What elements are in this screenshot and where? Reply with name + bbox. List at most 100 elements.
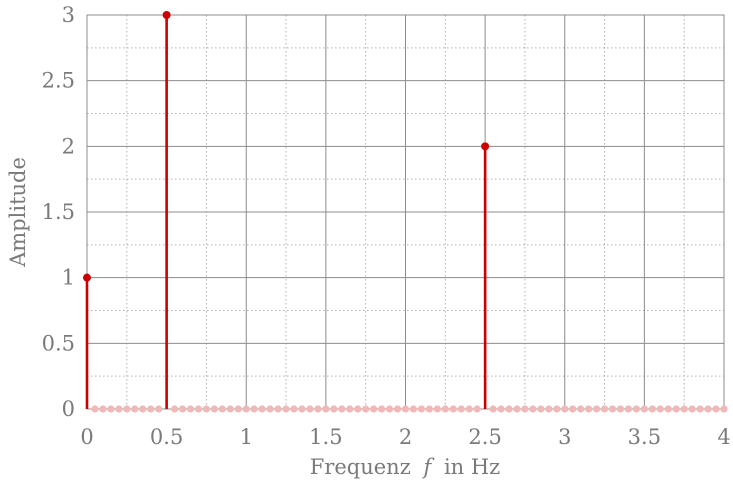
zero-sample-marker [147,405,155,413]
zero-sample-marker [489,405,497,413]
zero-sample-marker [378,405,386,413]
stem-marker [162,11,171,19]
x-tick-label: 3 [558,425,571,449]
zero-sample-marker [545,405,553,413]
zero-sample-marker [433,405,441,413]
zero-sample-marker [672,405,680,413]
zero-sample-marker [696,405,704,413]
x-tick-label: 0 [80,425,93,449]
zero-sample-marker [202,405,211,413]
zero-sample-marker [608,405,617,413]
zero-sample-marker [449,405,457,413]
zero-sample-marker [362,405,370,413]
x-tick-label: 4 [717,425,730,449]
major-grid [86,14,725,410]
zero-sample-marker [139,405,147,413]
zero-sample-marker [385,405,394,413]
zero-sample-marker [306,405,314,413]
zero-sample-marker [720,405,728,413]
zero-sample-marker [338,405,346,413]
zero-sample-markers [91,405,728,413]
zero-sample-marker [704,405,712,413]
y-axis-label: Amplitude [6,157,30,268]
zero-sample-marker [131,405,139,413]
zero-sample-marker [99,405,107,413]
zero-sample-marker [330,405,338,413]
stem-marker [83,273,91,282]
zero-sample-marker [457,405,465,413]
zero-sample-marker [409,405,418,413]
zero-sample-marker [417,405,426,413]
zero-sample-marker [274,405,282,413]
zero-sample-marker [346,405,354,413]
zero-sample-marker [258,405,266,413]
zero-sample-marker [624,405,633,413]
zero-sample-marker [123,405,131,413]
zero-sample-marker [194,405,203,413]
zero-sample-marker [616,405,625,413]
zero-sample-marker [250,405,258,413]
zero-sample-marker [314,405,322,413]
zero-sample-marker [577,405,585,413]
zero-sample-marker [656,405,664,413]
zero-sample-marker [712,405,720,413]
stem-marker [481,142,490,151]
zero-sample-marker [441,405,449,413]
zero-sample-marker [354,405,362,413]
zero-sample-marker [640,405,648,413]
zero-sample-marker [298,405,306,413]
zero-sample-marker [282,405,290,413]
zero-sample-marker [425,405,433,413]
y-tick-label: 2 [62,134,75,158]
x-tick-labels: 0 0.5 1 1.5 2 2.5 3 3.5 4 [80,425,730,449]
zero-sample-marker [91,405,99,413]
x-tick-label: 2 [399,425,412,449]
zero-sample-marker [521,405,529,413]
zero-sample-marker [115,405,123,413]
x-axis-label-prefix: Frequenz [310,455,411,479]
zero-sample-marker [186,405,195,413]
zero-sample-marker [107,405,115,413]
zero-sample-marker [585,405,593,413]
zero-sample-marker [537,405,545,413]
zero-sample-marker [593,405,601,413]
zero-sample-marker [497,405,505,413]
zero-sample-marker [513,405,521,413]
x-axis-label-variable: f [421,455,434,479]
zero-sample-marker [688,405,696,413]
zero-sample-marker [600,405,609,413]
zero-sample-marker [505,405,513,413]
zero-sample-marker [680,405,688,413]
zero-sample-marker [401,405,410,413]
x-tick-label: 2.5 [468,425,501,449]
y-tick-label: 2.5 [42,69,75,93]
zero-sample-marker [632,405,641,413]
zero-sample-marker [465,405,473,413]
zero-sample-marker [322,405,330,413]
y-tick-label: 1.5 [42,200,75,224]
y-tick-label: 0.5 [42,331,75,355]
zero-sample-marker [553,405,561,413]
zero-sample-marker [266,405,274,413]
x-tick-label: 1 [240,425,253,449]
zero-sample-marker [561,405,569,413]
zero-sample-marker [210,405,218,413]
zero-sample-marker [178,405,187,413]
stems [83,11,490,409]
zero-sample-marker [234,405,242,413]
zero-sample-marker [648,405,656,413]
zero-sample-marker [569,405,577,413]
y-tick-label: 1 [62,266,75,290]
zero-sample-marker [529,405,537,413]
zero-sample-marker [218,405,226,413]
zero-sample-marker [370,405,378,413]
x-tick-label: 0.5 [150,425,183,449]
zero-sample-marker [664,405,672,413]
x-tick-label: 3.5 [628,425,661,449]
zero-sample-marker [242,405,250,413]
zero-sample-marker [226,405,234,413]
x-axis-label: Frequenz f in Hz [310,455,500,479]
zero-sample-marker [393,405,402,413]
x-tick-label: 1.5 [309,425,342,449]
